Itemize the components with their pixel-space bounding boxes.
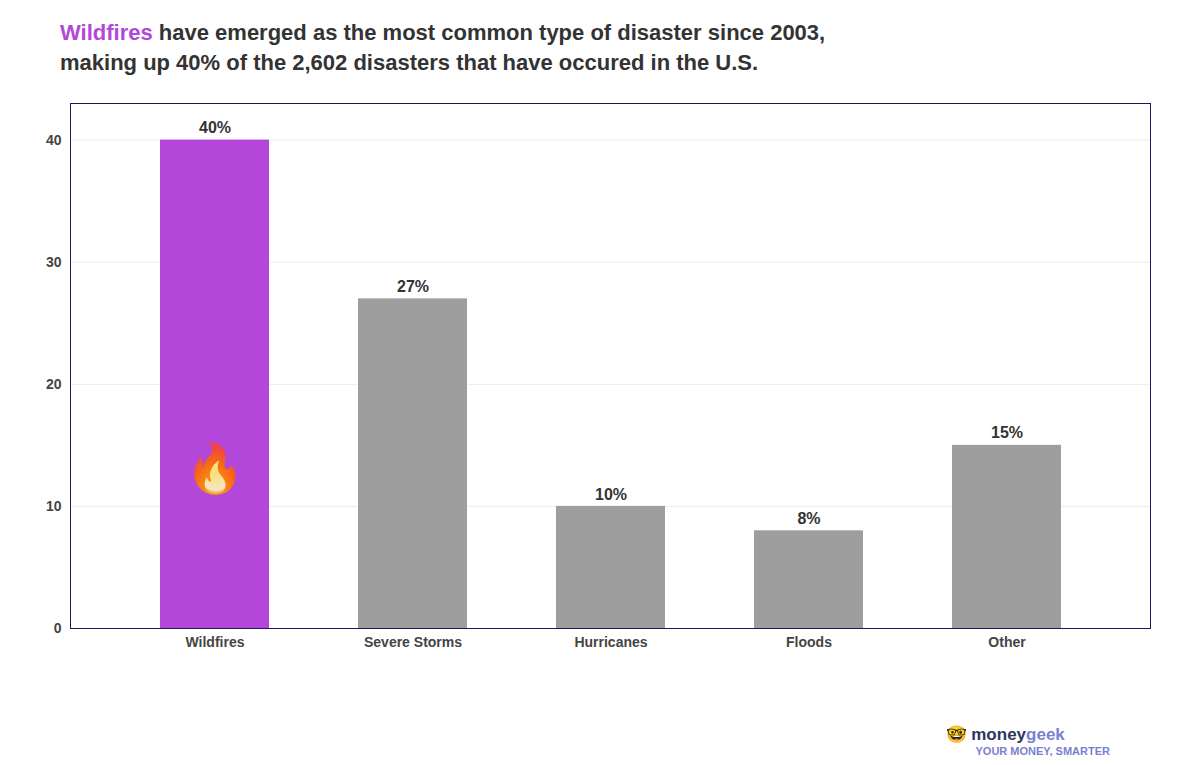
svg-text:40%: 40%: [199, 120, 231, 137]
svg-text:10: 10: [46, 498, 62, 514]
svg-text:🔥: 🔥: [185, 442, 245, 497]
svg-text:27%: 27%: [397, 278, 429, 295]
svg-text:20: 20: [46, 376, 62, 392]
svg-text:Wildfires: Wildfires: [186, 635, 245, 651]
svg-text:Severe Storms: Severe Storms: [364, 635, 462, 651]
svg-text:0: 0: [54, 620, 62, 636]
html-text:Wildfires have emerged as the: Wildfires have emerged as the most commo…: [60, 20, 826, 45]
svg-text:15%: 15%: [991, 425, 1023, 442]
svg-text:40: 40: [46, 132, 62, 148]
svg-text:Floods: Floods: [786, 635, 832, 651]
svg-text:10%: 10%: [595, 486, 627, 503]
svg-text:30: 30: [46, 254, 62, 270]
svg-text:8%: 8%: [797, 510, 820, 527]
html-text:🤓 money geek: 🤓 money geek: [945, 725, 1065, 744]
html-text:making up 40% of the 2,602 dis: making up 40% of the 2,602 disasters tha…: [60, 49, 759, 75]
html-text:YOUR MONEY, SMARTER: YOUR MONEY, SMARTER: [975, 745, 1110, 757]
svg-text:Hurricanes: Hurricanes: [574, 635, 647, 651]
svg-text:Other: Other: [988, 635, 1026, 651]
